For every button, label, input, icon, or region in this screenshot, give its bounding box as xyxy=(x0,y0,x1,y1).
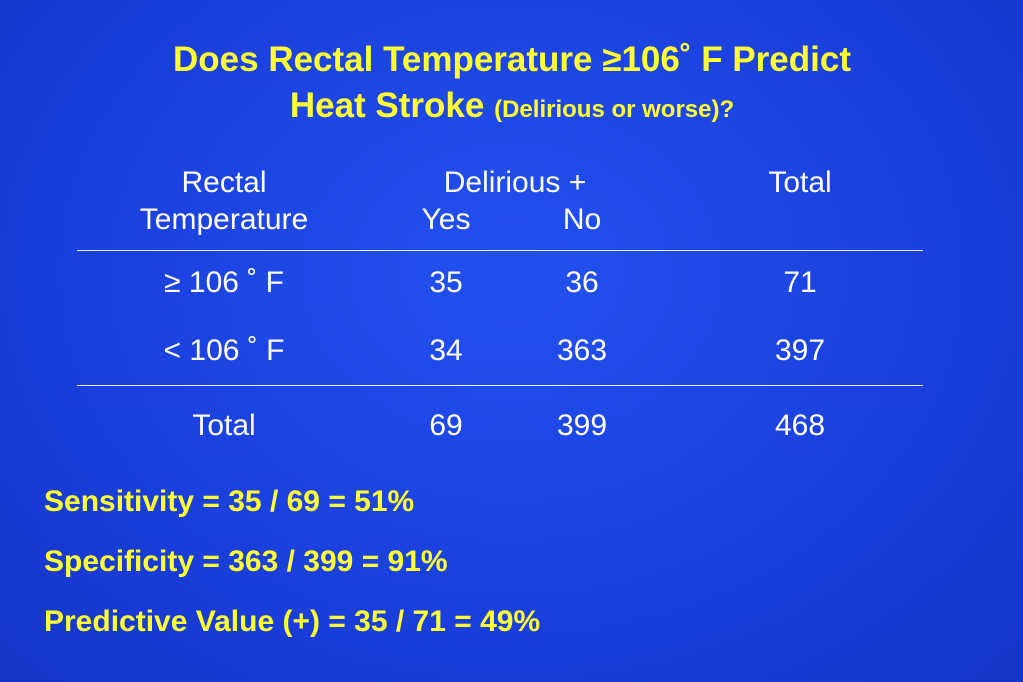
title-text: Heat Stroke xyxy=(289,86,485,125)
rule xyxy=(77,385,923,386)
header-cell: No xyxy=(562,203,602,236)
result-line: Specificity = 363 / 399 = 91% xyxy=(44,545,448,578)
table-cell: 363 xyxy=(556,334,608,367)
header-cell: Yes xyxy=(421,203,471,236)
total-cell: Total xyxy=(192,409,256,442)
header-cell: Rectal xyxy=(181,166,267,199)
header-group: Delirious + xyxy=(443,166,587,199)
title-line2: Heat Stroke (Delirious or worse)? xyxy=(290,88,734,123)
table-cell: 397 xyxy=(774,334,826,367)
header-cell: Temperature xyxy=(139,203,309,236)
rule xyxy=(77,250,923,251)
table-cell: 71 xyxy=(783,266,817,299)
table-cell: ≥ 106 ˚ F xyxy=(164,266,284,299)
subtitle: (Delirious or worse)? xyxy=(494,96,735,123)
total-cell: 399 xyxy=(556,409,608,442)
header-cell: Total xyxy=(768,166,832,199)
total-cell: 69 xyxy=(429,409,463,442)
title-line: Does Rectal Temperature ≥106˚ F Predict xyxy=(173,40,851,79)
total-cell: 468 xyxy=(774,409,826,442)
table-cell: 35 xyxy=(429,266,463,299)
result-line: Sensitivity = 35 / 69 = 51% xyxy=(44,485,415,518)
table-cell: 34 xyxy=(429,334,463,367)
table-cell: < 106 ˚ F xyxy=(163,334,285,367)
result-line: Predictive Value (+) = 35 / 71 = 49% xyxy=(44,605,541,638)
table-cell: 36 xyxy=(565,266,599,299)
